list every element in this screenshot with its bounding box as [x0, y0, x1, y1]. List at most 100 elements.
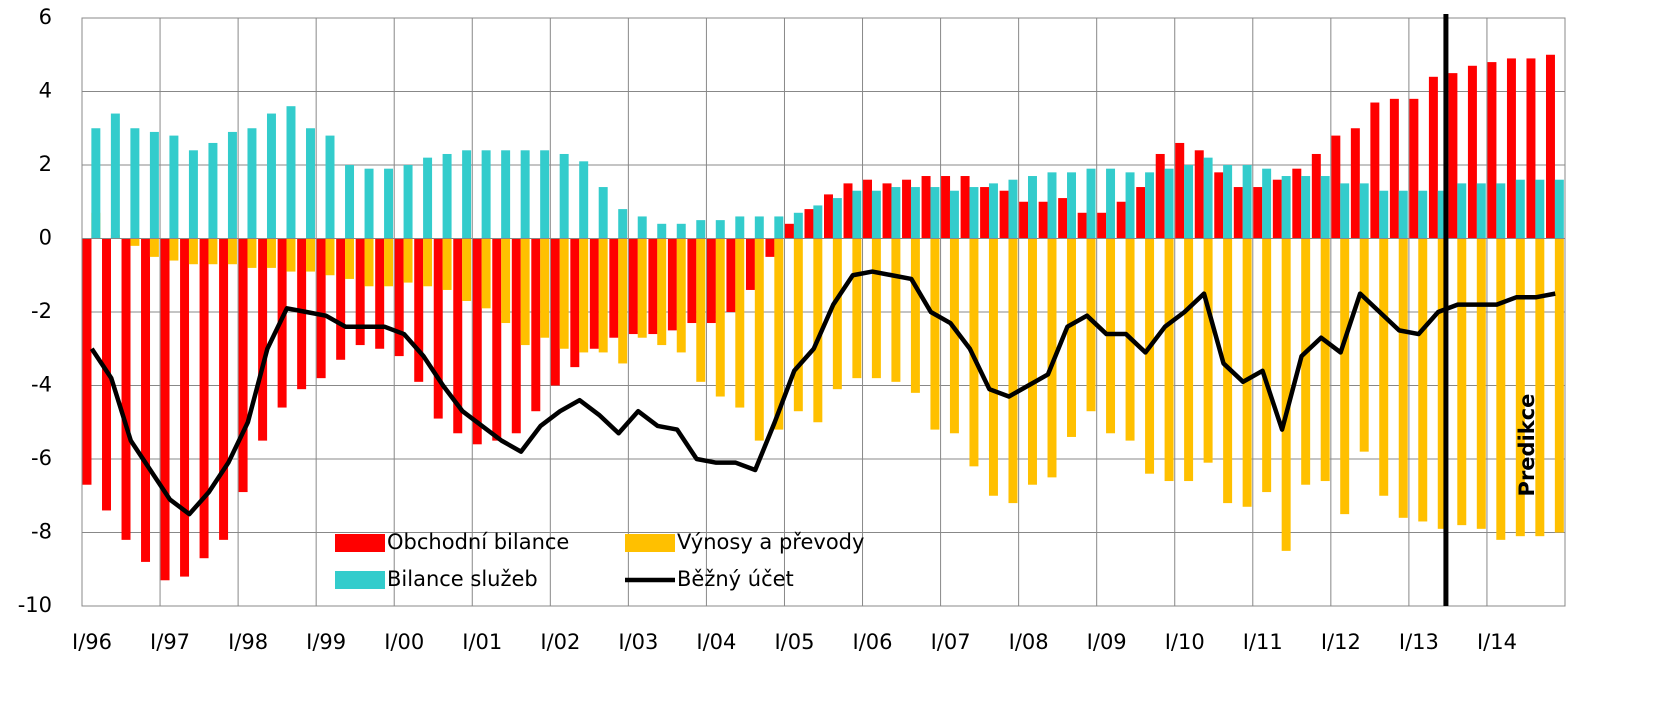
- bar: [403, 165, 413, 239]
- bar: [804, 209, 814, 239]
- bar: [579, 161, 589, 239]
- bar: [297, 238, 307, 390]
- bar: [316, 238, 326, 379]
- bar: [824, 194, 833, 239]
- bar: [754, 238, 764, 441]
- bar: [1136, 187, 1146, 239]
- bar: [1535, 238, 1545, 537]
- bar: [657, 238, 667, 346]
- bar: [1097, 212, 1107, 239]
- bar: [863, 179, 873, 239]
- bar: [1184, 165, 1194, 239]
- bar: [1272, 179, 1282, 239]
- bar: [511, 238, 521, 434]
- bar: [1203, 157, 1213, 239]
- bar: [910, 187, 920, 239]
- bar: [852, 238, 862, 379]
- bar: [442, 238, 452, 290]
- bar: [1223, 238, 1233, 504]
- bar: [745, 238, 755, 290]
- bar: [648, 238, 658, 335]
- bar: [988, 183, 998, 239]
- x-tick-label: I/13: [1399, 630, 1439, 654]
- bar: [1038, 201, 1048, 239]
- bar: [910, 238, 920, 393]
- bar: [1203, 238, 1213, 463]
- bar: [375, 238, 385, 349]
- bar: [1164, 238, 1174, 482]
- bar: [618, 209, 628, 239]
- bar: [1047, 238, 1057, 478]
- bar: [832, 238, 842, 390]
- bar: [1223, 165, 1233, 239]
- bar: [1428, 76, 1438, 239]
- bar: [453, 238, 463, 434]
- bar: [941, 176, 951, 239]
- bar: [784, 223, 794, 239]
- bar: [960, 176, 970, 239]
- bar: [423, 238, 433, 287]
- bar: [149, 238, 159, 257]
- bar: [579, 238, 589, 353]
- x-tick-label: I/98: [228, 630, 268, 654]
- bar: [208, 238, 218, 265]
- bar: [1242, 165, 1252, 239]
- bar: [598, 238, 608, 353]
- bar: [687, 238, 697, 324]
- bar: [696, 220, 706, 239]
- bar: [628, 238, 638, 335]
- bar: [1554, 238, 1564, 533]
- bar: [188, 238, 198, 265]
- bar: [1067, 238, 1077, 437]
- bar: [550, 238, 560, 386]
- bar: [520, 238, 530, 346]
- bar: [1067, 172, 1077, 239]
- bar: [735, 216, 745, 239]
- bar: [501, 150, 511, 239]
- bar: [531, 238, 541, 412]
- bar: [969, 187, 979, 239]
- y-tick-label: -4: [31, 373, 52, 397]
- bar: [1379, 190, 1389, 239]
- bar: [1019, 201, 1029, 239]
- bar: [325, 135, 335, 239]
- bar: [1487, 62, 1497, 239]
- bar: [169, 238, 179, 261]
- bar: [1106, 168, 1116, 239]
- bar: [637, 238, 647, 338]
- bar: [726, 238, 736, 312]
- bar: [609, 238, 619, 338]
- bar: [676, 238, 686, 353]
- bar: [559, 153, 569, 239]
- bar: [657, 223, 667, 239]
- bar: [1409, 98, 1419, 239]
- bar: [247, 238, 257, 268]
- bar: [1554, 179, 1564, 239]
- bar: [258, 238, 268, 441]
- bar: [141, 238, 151, 562]
- bar: [949, 190, 959, 239]
- bar: [247, 128, 257, 239]
- bar: [793, 238, 803, 412]
- bar: [540, 150, 550, 239]
- legend-swatch: [335, 534, 385, 552]
- y-tick-label: 6: [39, 5, 52, 29]
- bar: [793, 212, 803, 239]
- bar: [130, 238, 140, 246]
- bar: [999, 190, 1009, 239]
- bar: [1047, 172, 1057, 239]
- y-tick-label: 2: [39, 152, 52, 176]
- bar: [433, 238, 443, 419]
- bar: [774, 238, 784, 430]
- legend-label: Bilance služeb: [387, 567, 538, 591]
- bar: [1027, 238, 1037, 485]
- bar: [891, 187, 901, 239]
- bar: [843, 183, 853, 239]
- bar: [336, 238, 346, 360]
- x-tick-label: I/05: [774, 630, 814, 654]
- bar: [1437, 238, 1447, 529]
- bar: [1077, 212, 1087, 239]
- bar: [1008, 179, 1018, 239]
- bar: [91, 128, 101, 239]
- bar: [306, 238, 315, 272]
